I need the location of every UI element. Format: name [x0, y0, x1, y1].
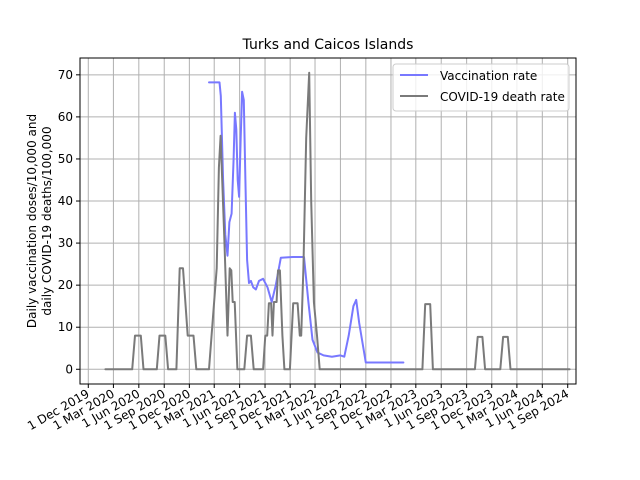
plot-frame — [79, 57, 577, 385]
y-tick-label: 60 — [58, 110, 73, 124]
legend-label-death-rate: COVID-19 death rate — [440, 90, 565, 104]
y-tick-label: 10 — [58, 320, 73, 334]
vaccination-rate-line — [208, 81, 405, 364]
y-tick-label: 30 — [58, 236, 73, 250]
y-tick-label: 40 — [58, 194, 73, 208]
y-axis-label-line-2: daily COVID-19 deaths/100,000 — [40, 126, 54, 315]
legend-box — [392, 63, 570, 112]
chart-title: Turks and Caicos Islands — [242, 37, 414, 53]
y-tick-label: 20 — [58, 278, 73, 292]
legend: Vaccination rate COVID-19 death rate — [392, 63, 570, 112]
y-tick-label: 70 — [58, 68, 73, 82]
plot-lines — [104, 71, 571, 371]
legend-label-vaccination: Vaccination rate — [440, 69, 537, 83]
death-rate-line — [104, 71, 571, 371]
y-axis-label-line-1: Daily vaccination doses/10,000 and — [25, 114, 39, 328]
y-tick-label: 0 — [65, 362, 73, 376]
y-tick-label: 50 — [58, 152, 73, 166]
y-axis: 0 10 20 30 40 50 60 70 — [58, 68, 80, 376]
grid — [80, 58, 576, 384]
